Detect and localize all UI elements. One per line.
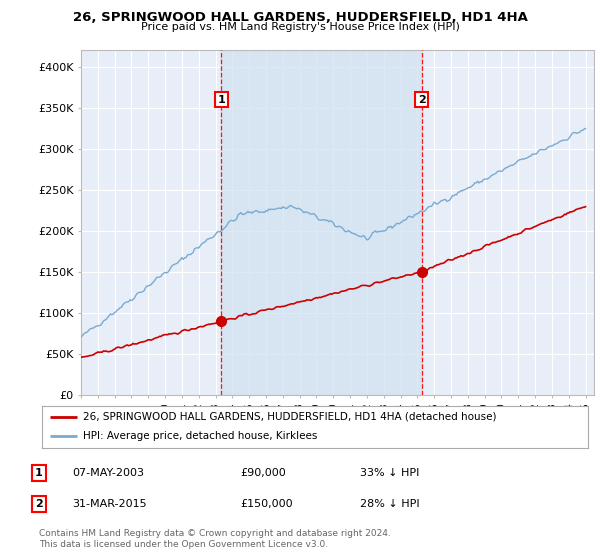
Text: Contains HM Land Registry data © Crown copyright and database right 2024.: Contains HM Land Registry data © Crown c…	[39, 529, 391, 538]
Text: 1: 1	[218, 95, 226, 105]
Text: 07-MAY-2003: 07-MAY-2003	[72, 468, 144, 478]
Text: 1: 1	[35, 468, 43, 478]
Text: 26, SPRINGWOOD HALL GARDENS, HUDDERSFIELD, HD1 4HA: 26, SPRINGWOOD HALL GARDENS, HUDDERSFIEL…	[73, 11, 527, 24]
Text: 31-MAR-2015: 31-MAR-2015	[72, 499, 146, 509]
Text: 2: 2	[418, 95, 425, 105]
Text: HPI: Average price, detached house, Kirklees: HPI: Average price, detached house, Kirk…	[83, 431, 317, 441]
Text: £90,000: £90,000	[240, 468, 286, 478]
Text: This data is licensed under the Open Government Licence v3.0.: This data is licensed under the Open Gov…	[39, 540, 328, 549]
Text: 26, SPRINGWOOD HALL GARDENS, HUDDERSFIELD, HD1 4HA (detached house): 26, SPRINGWOOD HALL GARDENS, HUDDERSFIEL…	[83, 412, 496, 422]
Text: 33% ↓ HPI: 33% ↓ HPI	[360, 468, 419, 478]
Text: 2: 2	[35, 499, 43, 509]
Bar	[221, 50, 422, 395]
Text: 28% ↓ HPI: 28% ↓ HPI	[360, 499, 419, 509]
Text: Price paid vs. HM Land Registry's House Price Index (HPI): Price paid vs. HM Land Registry's House …	[140, 22, 460, 32]
Text: £150,000: £150,000	[240, 499, 293, 509]
